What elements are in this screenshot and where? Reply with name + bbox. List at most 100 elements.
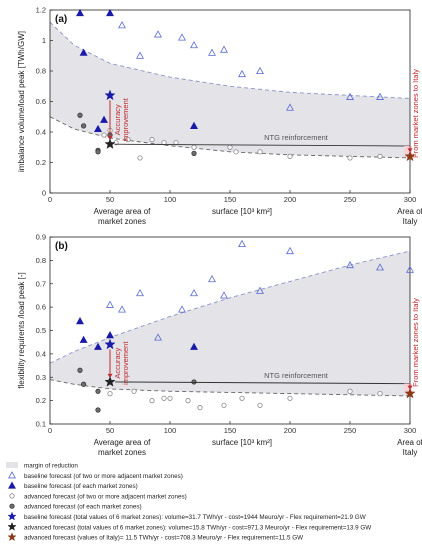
accuracy-label-1: Accuracy: [113, 104, 122, 135]
legend-marker-circ-open: [9, 493, 15, 499]
x-annot-left-2: market zones: [98, 448, 146, 457]
y-tick-label: 0.4: [36, 349, 46, 358]
data-point-tri-open: [190, 288, 198, 297]
data-point-circ-open: [347, 155, 353, 161]
legend-marker-tri-open: [8, 471, 16, 479]
legend-entry: advanced forecast (of two or more adjace…: [24, 493, 187, 500]
data-point-tri-filled: [76, 317, 84, 325]
data-point-tri-open: [178, 33, 186, 41]
data-point-circ-open: [377, 391, 383, 397]
y-axis-label: imbalance volume/load peak [TWh/GW]: [17, 31, 26, 172]
accuracy-arrow-head: [107, 373, 113, 378]
star-italy: [404, 150, 416, 162]
data-point-circ-open: [221, 402, 227, 408]
x-annot-right-2: Italy: [403, 217, 418, 226]
data-point-circ-filled: [191, 150, 197, 156]
data-point-tri-open: [220, 45, 228, 53]
italy-zone: [404, 383, 412, 394]
data-point-tri-open: [220, 291, 228, 299]
legend-marker-tri-filled: [8, 481, 16, 489]
x-tick-label: 150: [224, 426, 237, 435]
x-tick-label: 100: [164, 426, 177, 435]
accuracy-label-2: improvement: [121, 341, 130, 385]
data-point-circ-filled: [77, 112, 83, 118]
data-point-circ-open: [125, 137, 131, 143]
legend: margin of reduction baseline forecast (of…: [6, 462, 371, 542]
legend-star-italy-icon: [7, 532, 17, 542]
star-baseline: [104, 89, 116, 101]
data-point-tri-open: [106, 300, 114, 308]
data-point-circ-open: [287, 395, 293, 401]
margin-of-reduction-band: [50, 251, 410, 396]
data-point-tri-open: [376, 263, 384, 271]
italy-zone: [404, 146, 412, 157]
data-point-tri-open: [154, 30, 162, 38]
y-tick-label: 0.9: [36, 233, 46, 242]
x-tick-label: 300: [404, 195, 417, 204]
y-tick-label: 0.8: [36, 67, 46, 76]
data-point-tri-open: [208, 274, 216, 283]
x-tick-label: 0: [48, 195, 52, 204]
data-point-circ-open: [185, 398, 191, 404]
y-tick-label: 0: [42, 189, 46, 198]
x-tick-label: 50: [106, 195, 114, 204]
data-point-circ-open: [377, 153, 383, 159]
data-point-tri-open: [208, 48, 216, 56]
legend-star-advanced-icon: [7, 521, 17, 531]
data-point-circ-open: [197, 405, 203, 411]
italy-arrow-head: [407, 148, 413, 153]
legend-entry: advanced forecast (total values of 6 mar…: [24, 524, 371, 531]
y-tick-label: 1: [42, 36, 46, 45]
legend-entry: baseline forecast (of two or more adjace…: [24, 473, 183, 480]
y-tick-label: 0.7: [36, 279, 46, 288]
y-tick-label: 0.6: [36, 97, 46, 106]
x-tick-label: 200: [284, 426, 297, 435]
x-tick-label: 50: [106, 426, 114, 435]
data-point-circ-open: [161, 395, 167, 401]
x-tick-label: 200: [284, 195, 297, 204]
italy-label: From market zones to Italy: [411, 69, 420, 158]
data-point-tri-filled: [106, 8, 114, 17]
x-annot-right-1: Area of: [397, 207, 422, 216]
data-point-tri-open: [178, 305, 186, 313]
x-annot-left-1: Average area of: [94, 207, 152, 216]
x-axis-label: surface [10³ km²]: [212, 207, 272, 216]
data-point-circ-open: [347, 388, 353, 394]
data-point-circ-open: [137, 155, 143, 161]
data-point-circ-filled: [81, 123, 87, 129]
x-annot-left-2: market zones: [98, 217, 146, 226]
data-point-tri-open: [286, 103, 294, 111]
italy-arrow-head: [407, 385, 413, 390]
data-point-circ-filled: [95, 388, 101, 394]
ntg-label: NTG reinforcement: [264, 133, 329, 142]
y-tick-label: 0.4: [36, 128, 46, 137]
x-tick-label: 0: [48, 426, 52, 435]
data-point-circ-open: [257, 149, 263, 155]
data-point-tri-open: [238, 239, 246, 248]
accuracy-label-1: Accuracy: [113, 348, 122, 379]
data-point-tri-filled: [94, 124, 102, 132]
legend-marker-circ-filled: [9, 503, 15, 509]
y-tick-label: 0.1: [36, 420, 46, 429]
data-point-circ-filled: [77, 367, 83, 373]
data-point-tri-open: [406, 265, 414, 273]
y-axis-label: flexibility requirents /load peak [-]: [17, 272, 26, 389]
panel-letter: (a): [55, 14, 67, 25]
ntg-arrow-line: [114, 143, 411, 147]
x-tick-label: 300: [404, 426, 417, 435]
data-point-circ-open: [191, 144, 197, 150]
italy-label: From market zones to Italy: [411, 298, 420, 387]
y-tick-label: 1.2: [36, 6, 46, 15]
data-point-tri-filled: [106, 331, 114, 339]
data-point-tri-open: [190, 40, 198, 49]
legend-entry: margin of reduction: [24, 463, 78, 470]
data-point-tri-open: [376, 92, 384, 100]
panel-b: 0 50 100 150 200 250 300 0.1 0.2 0.3 0.4 0.5 0.6 0.7 0…: [17, 233, 422, 458]
y-tick-label: 0.3: [36, 373, 46, 382]
data-point-circ-open: [287, 153, 293, 159]
data-point-tri-open: [346, 260, 354, 269]
x-tick-label: 250: [344, 426, 357, 435]
data-point-circ-open: [107, 391, 113, 397]
data-point-tri-open: [136, 288, 144, 297]
